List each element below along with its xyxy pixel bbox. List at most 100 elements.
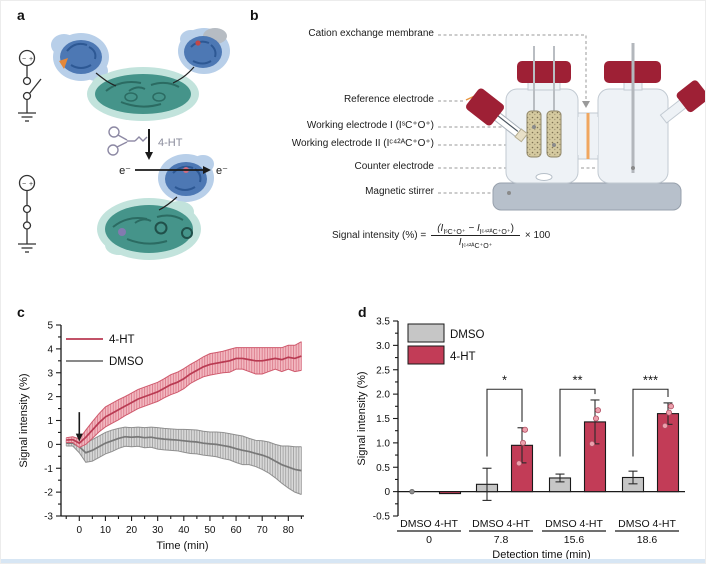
panel-a-schematic: − + − + xyxy=(1,1,246,301)
svg-text:-2: -2 xyxy=(44,488,53,499)
svg-text:1: 1 xyxy=(47,416,53,427)
svg-text:60: 60 xyxy=(231,525,243,536)
formula-rhs: × 100 xyxy=(524,230,551,241)
formula-num-close: ) xyxy=(510,223,514,234)
panel-c-line-chart: 0 10 20 30 40 50 60 70 80 -3 -2 -1 0 1 2 3 4 5 Time (min) S… xyxy=(9,299,351,563)
formula-num-sub2: Iᶜ⁴²ᴬC⁺O⁺ xyxy=(479,228,511,236)
protein-closed-state xyxy=(97,154,214,260)
svg-text:+: + xyxy=(29,56,33,63)
label-counter-electrode: Counter electrode xyxy=(354,161,435,172)
svg-text:30: 30 xyxy=(152,525,164,536)
svg-text:70: 70 xyxy=(257,525,269,536)
protein-open-state xyxy=(51,28,230,121)
d-significance: * ** *** xyxy=(486,372,669,457)
molecule-4ht-icon xyxy=(107,126,148,156)
bar-chart-svg: -0.5 0 0.5 1.0 1.5 2.0 2.5 3.0 3.5 Signal intensi… xyxy=(356,317,685,561)
svg-text:*: * xyxy=(502,372,507,387)
label-working-electrode-2: Working electrode II (Iᶜ⁴²ᴬC⁺O⁺) xyxy=(291,138,434,149)
svg-text:−: − xyxy=(22,56,26,63)
svg-text:−: − xyxy=(22,181,26,188)
label-magnetic-stirrer: Magnetic stirrer xyxy=(365,186,434,197)
formula-den-sub: Iᶜ⁴²ᴬC⁺O⁺ xyxy=(461,242,493,250)
svg-text:0.5: 0.5 xyxy=(376,463,390,474)
svg-text:4-HT: 4-HT xyxy=(450,351,476,363)
panel-a-art: − + − + xyxy=(18,28,230,260)
panel-b-cell-diagram: Cation exchange membrane Reference elect… xyxy=(246,1,705,301)
reference-electrode xyxy=(466,88,529,143)
working-electrode-1 xyxy=(526,110,542,158)
svg-text:DMSO 4-HT: DMSO 4-HT xyxy=(618,518,676,530)
svg-text:4-HT: 4-HT xyxy=(109,334,135,346)
svg-text:2: 2 xyxy=(47,392,53,403)
c-axes: 0 10 20 30 40 50 60 70 80 -3 -2 -1 0 1 2 3 4 5 xyxy=(44,321,304,536)
membrane-arrowhead xyxy=(582,101,590,108)
panel-c-letter: c xyxy=(17,304,25,320)
d-legend: DMSO 4-HT xyxy=(407,323,485,365)
svg-text:18.6: 18.6 xyxy=(637,534,658,546)
svg-text:7.8: 7.8 xyxy=(494,534,509,546)
svg-text:-1: -1 xyxy=(44,464,53,475)
svg-text:80: 80 xyxy=(283,525,295,536)
electron-right-label: e⁻ xyxy=(216,165,228,177)
svg-text:**: ** xyxy=(572,372,582,387)
svg-text:2.0: 2.0 xyxy=(376,390,390,401)
stir-bar xyxy=(535,173,553,181)
svg-text:DMSO: DMSO xyxy=(450,329,485,341)
c-injection-arrow xyxy=(75,412,83,442)
c-series-4-HT xyxy=(65,341,302,449)
svg-text:-3: -3 xyxy=(44,512,53,523)
svg-text:20: 20 xyxy=(126,525,138,536)
svg-text:0: 0 xyxy=(384,487,390,498)
d-bars-DMSO xyxy=(475,467,645,501)
d-bars-4-HT xyxy=(438,399,680,495)
svg-text:10: 10 xyxy=(100,525,112,536)
svg-text:DMSO: DMSO xyxy=(109,356,144,368)
svg-text:1.5: 1.5 xyxy=(376,414,390,425)
svg-text:3: 3 xyxy=(47,368,53,379)
transition-arrow xyxy=(145,129,153,160)
signal-intensity-formula: Signal intensity (%) = (IIˢC⁺O⁺ − IIᶜ⁴²ᴬ… xyxy=(332,223,551,250)
svg-text:3.5: 3.5 xyxy=(376,317,390,328)
tag-orange-mark xyxy=(59,58,68,69)
label-cation-exchange-membrane: Cation exchange membrane xyxy=(308,28,434,39)
d-scatter-points xyxy=(409,403,674,495)
svg-text:+: + xyxy=(29,181,33,188)
magnetic-stirrer-base xyxy=(492,182,682,211)
panel-b-art xyxy=(438,34,705,211)
svg-text:0: 0 xyxy=(47,440,53,451)
svg-text:50: 50 xyxy=(204,525,216,536)
svg-text:DMSO 4-HT: DMSO 4-HT xyxy=(545,518,603,530)
svg-text:DMSO 4-HT: DMSO 4-HT xyxy=(400,518,458,530)
svg-text:2.5: 2.5 xyxy=(376,365,390,376)
arrow-4ht-label: 4-HT xyxy=(158,137,183,149)
leader-dots xyxy=(507,125,635,195)
formula-den-i: I xyxy=(458,237,462,248)
svg-text:0: 0 xyxy=(77,525,83,536)
electron-flow: e⁻ e⁻ xyxy=(119,165,228,177)
label-working-electrode-1: Working electrode I (IˢC⁺O⁺) xyxy=(306,120,434,131)
formula-lhs: Signal intensity (%) = xyxy=(332,230,427,241)
panel-d-letter: d xyxy=(358,304,367,320)
d-xlabel: Detection time (min) xyxy=(492,549,590,561)
line-chart-svg: 0 10 20 30 40 50 60 70 80 -3 -2 -1 0 1 2 3 4 5 Time (min) S… xyxy=(18,321,304,552)
right-port xyxy=(659,80,705,124)
left-cap xyxy=(517,61,571,83)
panel-d-bar-chart: -0.5 0 0.5 1.0 1.5 2.0 2.5 3.0 3.5 Signal intensi… xyxy=(351,299,705,563)
svg-text:3.0: 3.0 xyxy=(376,341,390,352)
d-group-labels: DMSO 4-HT 0 DMSO 4-HT 7.8 DMSO 4-HT 15.6 DMSO … xyxy=(397,518,679,546)
c-ylabel: Signal intensity (%) xyxy=(18,373,30,467)
page-bottom-strip xyxy=(1,559,705,563)
svg-text:40: 40 xyxy=(178,525,190,536)
svg-text:1.0: 1.0 xyxy=(376,438,390,449)
svg-text:-0.5: -0.5 xyxy=(373,512,391,523)
svg-text:5: 5 xyxy=(47,321,53,332)
panel-b-letter: b xyxy=(250,7,259,23)
c-legend: 4-HT DMSO xyxy=(66,334,144,368)
electron-left-label: e⁻ xyxy=(119,165,131,177)
ligand-purple-mark xyxy=(118,228,126,236)
closed-circuit-icon: − + xyxy=(18,174,36,253)
svg-text:4: 4 xyxy=(47,344,53,355)
d-ylabel: Signal intensity (%) xyxy=(356,371,368,465)
formula-num-sub1: IˢC⁺O⁺ xyxy=(443,228,466,236)
